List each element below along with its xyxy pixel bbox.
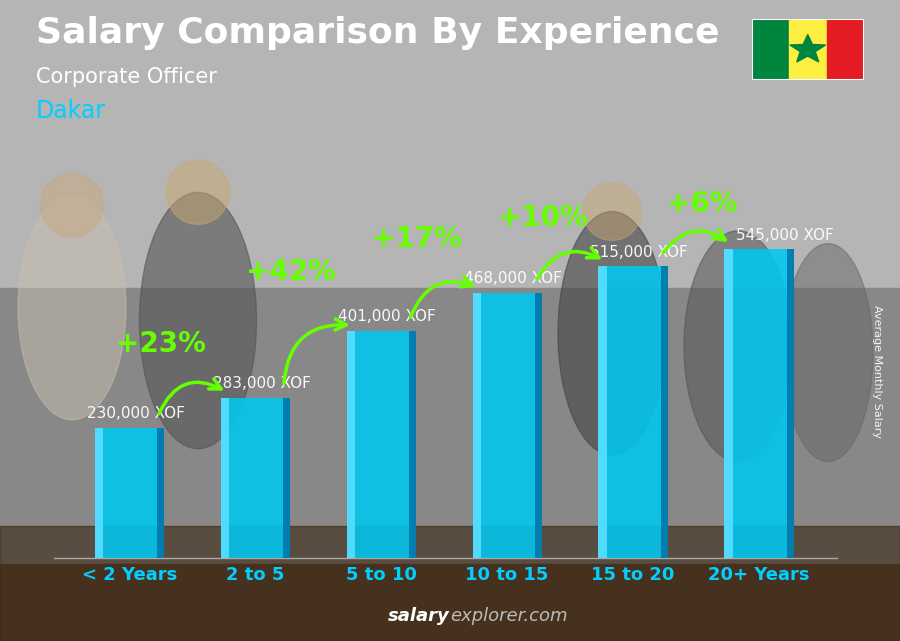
- Ellipse shape: [18, 196, 126, 420]
- Bar: [472, 293, 481, 558]
- Bar: [0, 526, 900, 641]
- Bar: [724, 249, 794, 558]
- Text: 283,000 XOF: 283,000 XOF: [212, 376, 310, 391]
- Bar: [598, 267, 607, 558]
- Bar: [0, 0, 900, 288]
- Bar: [598, 267, 668, 558]
- Text: Dakar: Dakar: [36, 99, 106, 123]
- Ellipse shape: [558, 212, 666, 455]
- Bar: [661, 267, 668, 558]
- Polygon shape: [790, 35, 825, 62]
- Text: Salary Comparison By Experience: Salary Comparison By Experience: [36, 16, 719, 50]
- Ellipse shape: [583, 183, 641, 240]
- Text: +23%: +23%: [116, 330, 206, 358]
- Text: 545,000 XOF: 545,000 XOF: [736, 228, 834, 243]
- Bar: [826, 19, 864, 80]
- Bar: [787, 249, 794, 558]
- Text: Average Monthly Salary: Average Monthly Salary: [872, 305, 883, 438]
- Bar: [0, 288, 900, 564]
- Text: +6%: +6%: [667, 190, 738, 219]
- Ellipse shape: [783, 244, 873, 462]
- Bar: [220, 397, 230, 558]
- Bar: [724, 249, 733, 558]
- Bar: [0, 564, 900, 641]
- Bar: [535, 293, 542, 558]
- Ellipse shape: [166, 160, 230, 224]
- Ellipse shape: [684, 231, 792, 462]
- Bar: [752, 19, 789, 80]
- Bar: [789, 19, 826, 80]
- Text: Corporate Officer: Corporate Officer: [36, 67, 217, 87]
- Bar: [94, 428, 104, 558]
- Text: 468,000 XOF: 468,000 XOF: [464, 271, 562, 286]
- Text: 401,000 XOF: 401,000 XOF: [338, 309, 436, 324]
- Ellipse shape: [140, 192, 256, 449]
- Bar: [346, 331, 416, 558]
- Bar: [220, 397, 290, 558]
- Bar: [346, 331, 355, 558]
- Bar: [94, 428, 164, 558]
- Text: +42%: +42%: [246, 258, 336, 286]
- Bar: [158, 428, 164, 558]
- Text: 230,000 XOF: 230,000 XOF: [86, 406, 184, 420]
- Bar: [472, 293, 542, 558]
- Bar: [409, 331, 416, 558]
- Text: +10%: +10%: [498, 204, 588, 233]
- Bar: [284, 397, 290, 558]
- Ellipse shape: [40, 173, 104, 237]
- Text: salary: salary: [388, 607, 450, 625]
- Text: +17%: +17%: [372, 226, 462, 253]
- Text: explorer.com: explorer.com: [450, 607, 568, 625]
- Text: 515,000 XOF: 515,000 XOF: [590, 245, 688, 260]
